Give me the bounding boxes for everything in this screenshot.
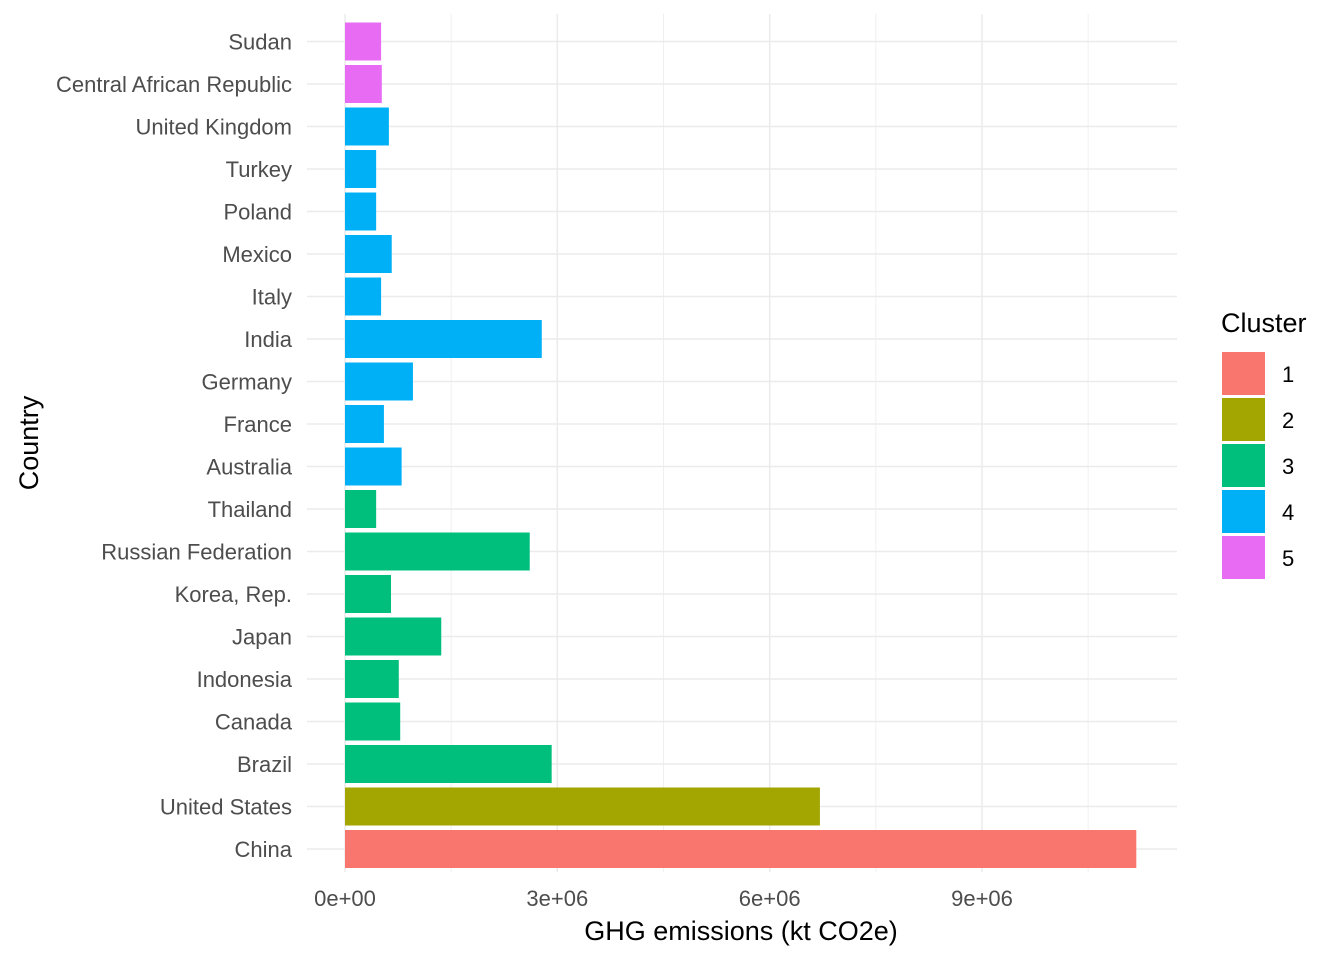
bar [345,702,401,741]
bar [345,532,530,571]
legend-swatch [1222,490,1265,533]
y-tick-label: Central African Republic [56,72,292,97]
bar [345,660,399,698]
bar [345,575,392,613]
legend: Cluster 1 2 3 4 5 [1221,308,1307,579]
y-tick-label: Mexico [222,242,292,267]
bar [345,107,389,146]
legend-label: 5 [1282,546,1294,571]
legend-label: 3 [1282,454,1294,479]
legend-label: 2 [1282,408,1294,433]
legend-swatch [1222,444,1265,487]
y-tick-label: Turkey [226,157,292,182]
y-tick-label: Italy [252,285,292,310]
bar [345,277,382,316]
bar [345,405,384,443]
y-axis-title: Country [14,395,44,490]
y-axis-labels: China United States Brazil Canada Indonesia J… [56,30,293,863]
y-tick-label: France [224,412,292,437]
y-tick-label: Brazil [237,752,292,777]
y-tick-label: Germany [202,370,292,395]
legend-label: 1 [1282,362,1294,387]
bar [345,320,542,358]
legend-swatch [1222,398,1265,441]
y-tick-label: Korea, Rep. [175,582,292,607]
bar [345,235,392,273]
y-tick-label: Russian Federation [101,540,292,565]
bar [345,617,442,656]
legend-swatch [1222,536,1265,579]
y-tick-label: Canada [215,710,293,735]
y-tick-label: Indonesia [197,667,293,692]
x-axis-labels: 0e+00 3e+06 6e+06 9e+06 [314,886,1013,911]
y-tick-label: China [235,837,293,862]
y-tick-label: Australia [206,455,292,480]
bar [345,745,552,783]
bar [345,22,382,61]
x-tick-label: 9e+06 [951,886,1013,911]
y-tick-label: Sudan [228,30,292,55]
bar [345,192,377,231]
x-tick-label: 3e+06 [526,886,588,911]
y-tick-label: United States [160,795,292,820]
y-tick-label: Japan [232,625,292,650]
bar [345,787,820,826]
bar [345,150,377,188]
x-tick-label: 6e+06 [739,886,801,911]
bar [345,447,402,486]
bar-layer [345,22,1137,868]
legend-label: 4 [1282,500,1294,525]
legend-title: Cluster [1221,308,1307,338]
bar [345,362,413,401]
y-tick-label: India [244,327,292,352]
y-tick-label: Poland [223,200,292,225]
grid-layer [307,14,1177,872]
y-tick-label: United Kingdom [135,115,292,140]
x-axis-title: GHG emissions (kt CO2e) [584,916,898,946]
bar [345,490,377,528]
x-tick-label: 0e+00 [314,886,376,911]
y-tick-label: Thailand [208,497,292,522]
legend-swatch [1222,352,1265,395]
bar [345,65,382,103]
bar [345,830,1137,868]
